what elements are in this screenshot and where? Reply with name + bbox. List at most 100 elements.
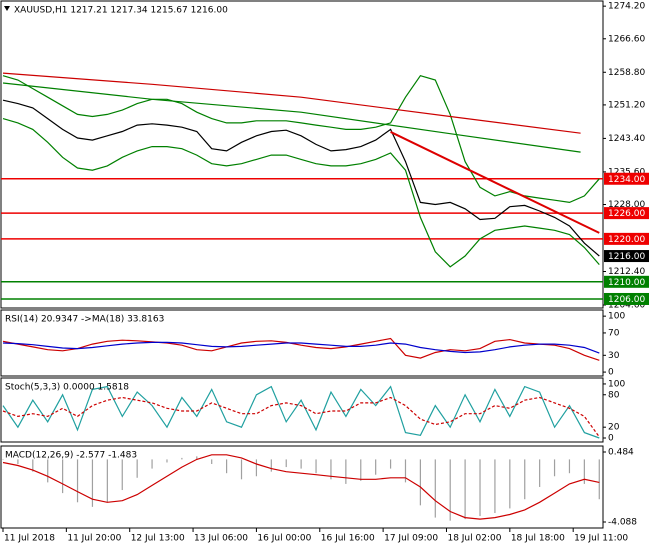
panel-title: Stoch(5,3,3) 0.0000 1.5818 <box>5 383 129 393</box>
y-tick-label: -4.088 <box>608 517 637 527</box>
y-tick-label: 0 <box>608 434 614 444</box>
level-label-box <box>604 275 649 288</box>
histogram-bar <box>32 459 34 472</box>
level-label: 1206.00 <box>608 295 645 305</box>
y-tick-label: 0 <box>608 368 614 378</box>
y-tick-label: 1228.00 <box>608 200 645 210</box>
last-price-box <box>604 250 649 263</box>
histogram-bar <box>17 459 19 465</box>
level-label: 1226.00 <box>608 209 645 219</box>
y-tick-label: 1204.60 <box>608 300 645 310</box>
histogram-bar <box>345 459 347 484</box>
series-line <box>2 75 600 204</box>
series-line <box>2 385 600 439</box>
histogram-bar <box>255 459 258 477</box>
histogram-bar <box>375 459 377 475</box>
series-line <box>2 72 581 134</box>
histogram-bar <box>121 459 123 491</box>
level-label-box <box>604 232 649 245</box>
histogram-bar <box>151 459 153 469</box>
histogram-bar <box>240 459 243 480</box>
y-tick-label: 0.484 <box>608 448 634 458</box>
histogram-bar <box>62 459 64 494</box>
panel-title: XAUUSD,H1 1217.21 1217.34 1215.67 1216.0… <box>14 6 228 16</box>
series-line <box>2 337 600 361</box>
histogram-bar <box>136 459 138 478</box>
histogram-bar <box>404 459 407 483</box>
histogram-bar <box>47 459 49 483</box>
plot-area <box>2 337 600 361</box>
panel-frame <box>0 445 604 529</box>
plot-area <box>2 385 600 439</box>
panel-title: MACD(12,26,9) -2.577 -1.483 <box>5 451 137 461</box>
histogram-bar <box>181 457 183 460</box>
panel-title: RSI(14) 20.9347 ->MA(18) 33.8163 <box>5 315 164 325</box>
histogram-bar <box>226 459 228 474</box>
x-tick-label: 13 Jul 06:00 <box>194 534 248 544</box>
plot-area <box>2 454 600 521</box>
histogram-bar <box>494 459 496 513</box>
y-tick-label: 1274.20 <box>608 2 645 12</box>
histogram-bar <box>270 459 272 472</box>
histogram-bar <box>568 459 571 474</box>
histogram-bar <box>419 459 421 506</box>
series-line <box>2 341 600 354</box>
series-line <box>2 82 581 153</box>
level-label: 1210.00 <box>608 278 645 288</box>
histogram-bar <box>211 459 213 465</box>
histogram-bar <box>106 459 108 503</box>
y-tick-label: 1258.80 <box>608 68 645 78</box>
histogram-bar <box>389 459 392 469</box>
histogram-bar <box>300 459 302 469</box>
y-tick-label: 100 <box>608 379 625 389</box>
y-tick-label: 80 <box>608 390 620 400</box>
histogram-bar <box>330 459 332 480</box>
histogram-bar <box>2 459 4 460</box>
histogram-bar <box>553 459 556 477</box>
y-tick-label: 1266.60 <box>608 34 645 44</box>
histogram-bar <box>196 456 198 460</box>
y-tick-label: 20 <box>608 423 620 433</box>
y-tick-label: 30 <box>608 351 620 361</box>
level-label: 1234.00 <box>608 175 645 185</box>
menu-icon <box>4 6 10 11</box>
series-line <box>2 454 600 520</box>
last-price-label: 1216.00 <box>608 252 645 262</box>
histogram-bar <box>91 459 94 507</box>
series-line <box>2 99 600 257</box>
y-tick-label: 1243.40 <box>608 134 645 144</box>
panel-frame <box>0 0 604 309</box>
y-tick-label: 100 <box>608 312 625 322</box>
histogram-bar <box>509 459 511 509</box>
x-tick-label: 16 Jul 16:00 <box>321 534 375 544</box>
histogram-bar <box>166 459 168 463</box>
histogram-bar <box>434 459 436 518</box>
y-tick-label: 1212.40 <box>608 267 645 277</box>
series-line <box>2 396 600 438</box>
x-tick-label: 17 Jul 09:00 <box>384 534 438 544</box>
histogram-bar <box>479 459 481 517</box>
histogram-bar <box>539 459 541 487</box>
trend-line <box>390 131 600 234</box>
level-label-box <box>604 172 649 185</box>
level-label-box <box>604 292 649 305</box>
histogram-bar <box>315 459 317 474</box>
plot-area <box>1 72 603 300</box>
series-line <box>2 118 600 268</box>
x-tick-label: 11 Jul 20:00 <box>67 534 121 544</box>
level-label: 1220.00 <box>608 235 645 245</box>
histogram-bar <box>464 459 466 520</box>
level-label-box <box>604 207 649 220</box>
x-tick-label: 11 Jul 2018 <box>4 534 55 544</box>
panel-frame <box>0 377 604 443</box>
histogram-bar <box>598 459 600 500</box>
x-tick-label: 18 Jul 18:00 <box>511 534 565 544</box>
x-tick-label: 19 Jul 11:00 <box>574 534 628 544</box>
histogram-bar <box>524 459 526 500</box>
x-tick-label: 16 Jul 00:00 <box>257 534 311 544</box>
histogram-bar <box>583 459 585 484</box>
histogram-bar <box>360 459 362 481</box>
x-tick-label: 12 Jul 13:00 <box>131 534 185 544</box>
